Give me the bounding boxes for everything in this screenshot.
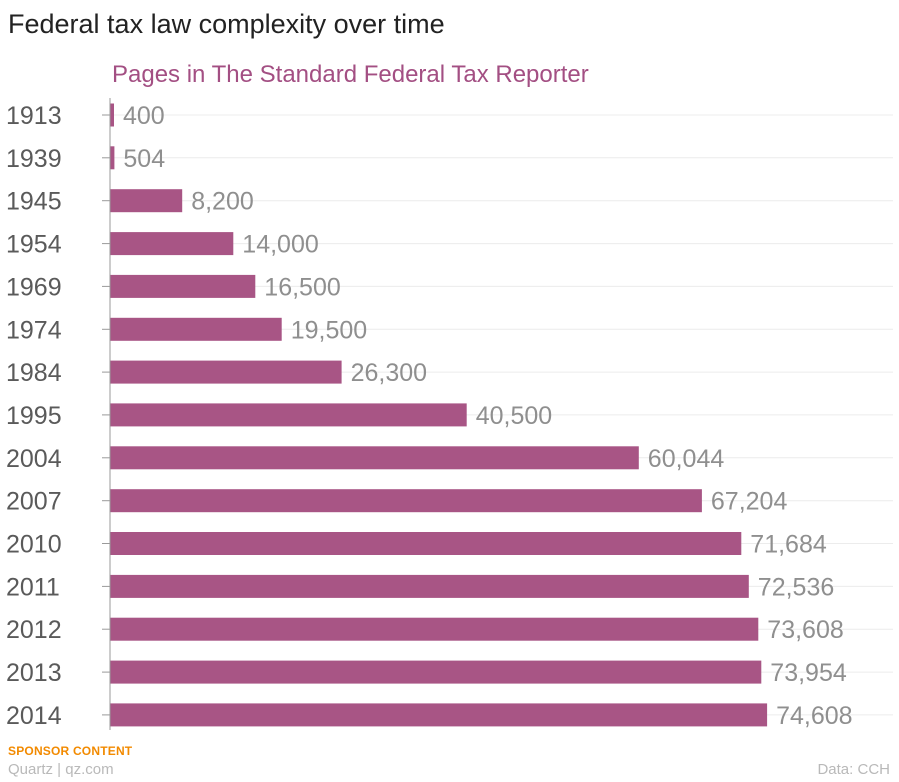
data-label: 73,954 <box>770 659 847 687</box>
bar <box>110 617 759 641</box>
data-label: 73,608 <box>767 616 843 644</box>
data-label: 71,684 <box>750 531 827 559</box>
data-label: 8,200 <box>191 188 254 216</box>
bar <box>110 103 114 127</box>
y-tick-label: 1974 <box>6 316 62 344</box>
data-label: 14,000 <box>242 231 318 259</box>
data-label: 26,300 <box>351 359 427 387</box>
y-tick-label: 1945 <box>6 188 62 216</box>
y-tick-label: 2010 <box>6 531 62 559</box>
bar <box>110 360 342 384</box>
y-tick-label: 2014 <box>6 702 62 730</box>
bar <box>110 703 768 727</box>
y-tick-label: 2012 <box>6 616 62 644</box>
bar <box>110 274 256 298</box>
chart-title: Federal tax law complexity over time <box>8 9 445 39</box>
data-label: 72,536 <box>758 573 834 601</box>
bar <box>110 532 742 555</box>
bar <box>110 446 639 470</box>
data-label: 16,500 <box>264 273 340 301</box>
y-tick-label: 1913 <box>6 102 62 130</box>
bar <box>110 232 234 256</box>
bar <box>110 574 749 598</box>
y-tick-label: 1969 <box>6 273 62 301</box>
data-label: 19,500 <box>291 316 367 344</box>
bar <box>110 660 762 684</box>
data-label: 74,608 <box>776 702 852 730</box>
bar <box>110 489 702 513</box>
y-tick-label: 2007 <box>6 488 62 516</box>
sponsor-label: SPONSOR CONTENT <box>8 744 133 758</box>
y-tick-label: 1939 <box>6 145 62 173</box>
chart-subtitle: Pages in The Standard Federal Tax Report… <box>112 61 589 88</box>
y-tick-label: 1954 <box>6 231 62 259</box>
y-tick-label: 1995 <box>6 402 62 430</box>
y-tick-label: 1984 <box>6 359 62 387</box>
bar <box>110 189 183 213</box>
data-label: 504 <box>123 145 165 173</box>
bar <box>110 403 467 427</box>
y-tick-label: 2011 <box>6 573 60 601</box>
data-label: 40,500 <box>476 402 552 430</box>
y-tick-label: 2004 <box>6 445 62 473</box>
data-label: 400 <box>123 102 165 130</box>
data-source: Data: CCH <box>817 761 890 778</box>
bar <box>110 146 115 170</box>
bar <box>110 317 282 341</box>
brand-credit: Quartz | qz.com <box>8 761 114 778</box>
data-label: 67,204 <box>711 488 788 516</box>
y-tick-label: 2013 <box>6 659 62 687</box>
data-label: 60,044 <box>648 445 725 473</box>
